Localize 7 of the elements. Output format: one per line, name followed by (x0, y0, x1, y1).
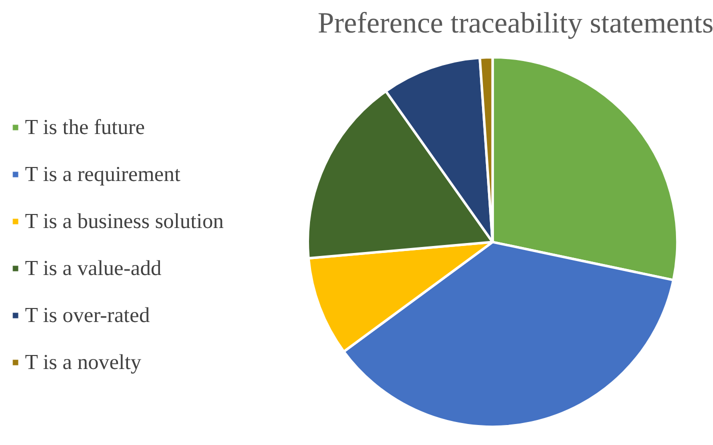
legend-label: T is over-rated (25, 302, 150, 328)
legend-label: T is a novelty (25, 350, 142, 374)
legend-label: T is a value-add (25, 256, 162, 280)
legend-label: T is a requirement (25, 162, 180, 186)
chart-title: Preference traceability statements (318, 8, 713, 40)
legend-label: T is a business solution (25, 208, 224, 234)
legend-label: T is the future (25, 114, 145, 140)
